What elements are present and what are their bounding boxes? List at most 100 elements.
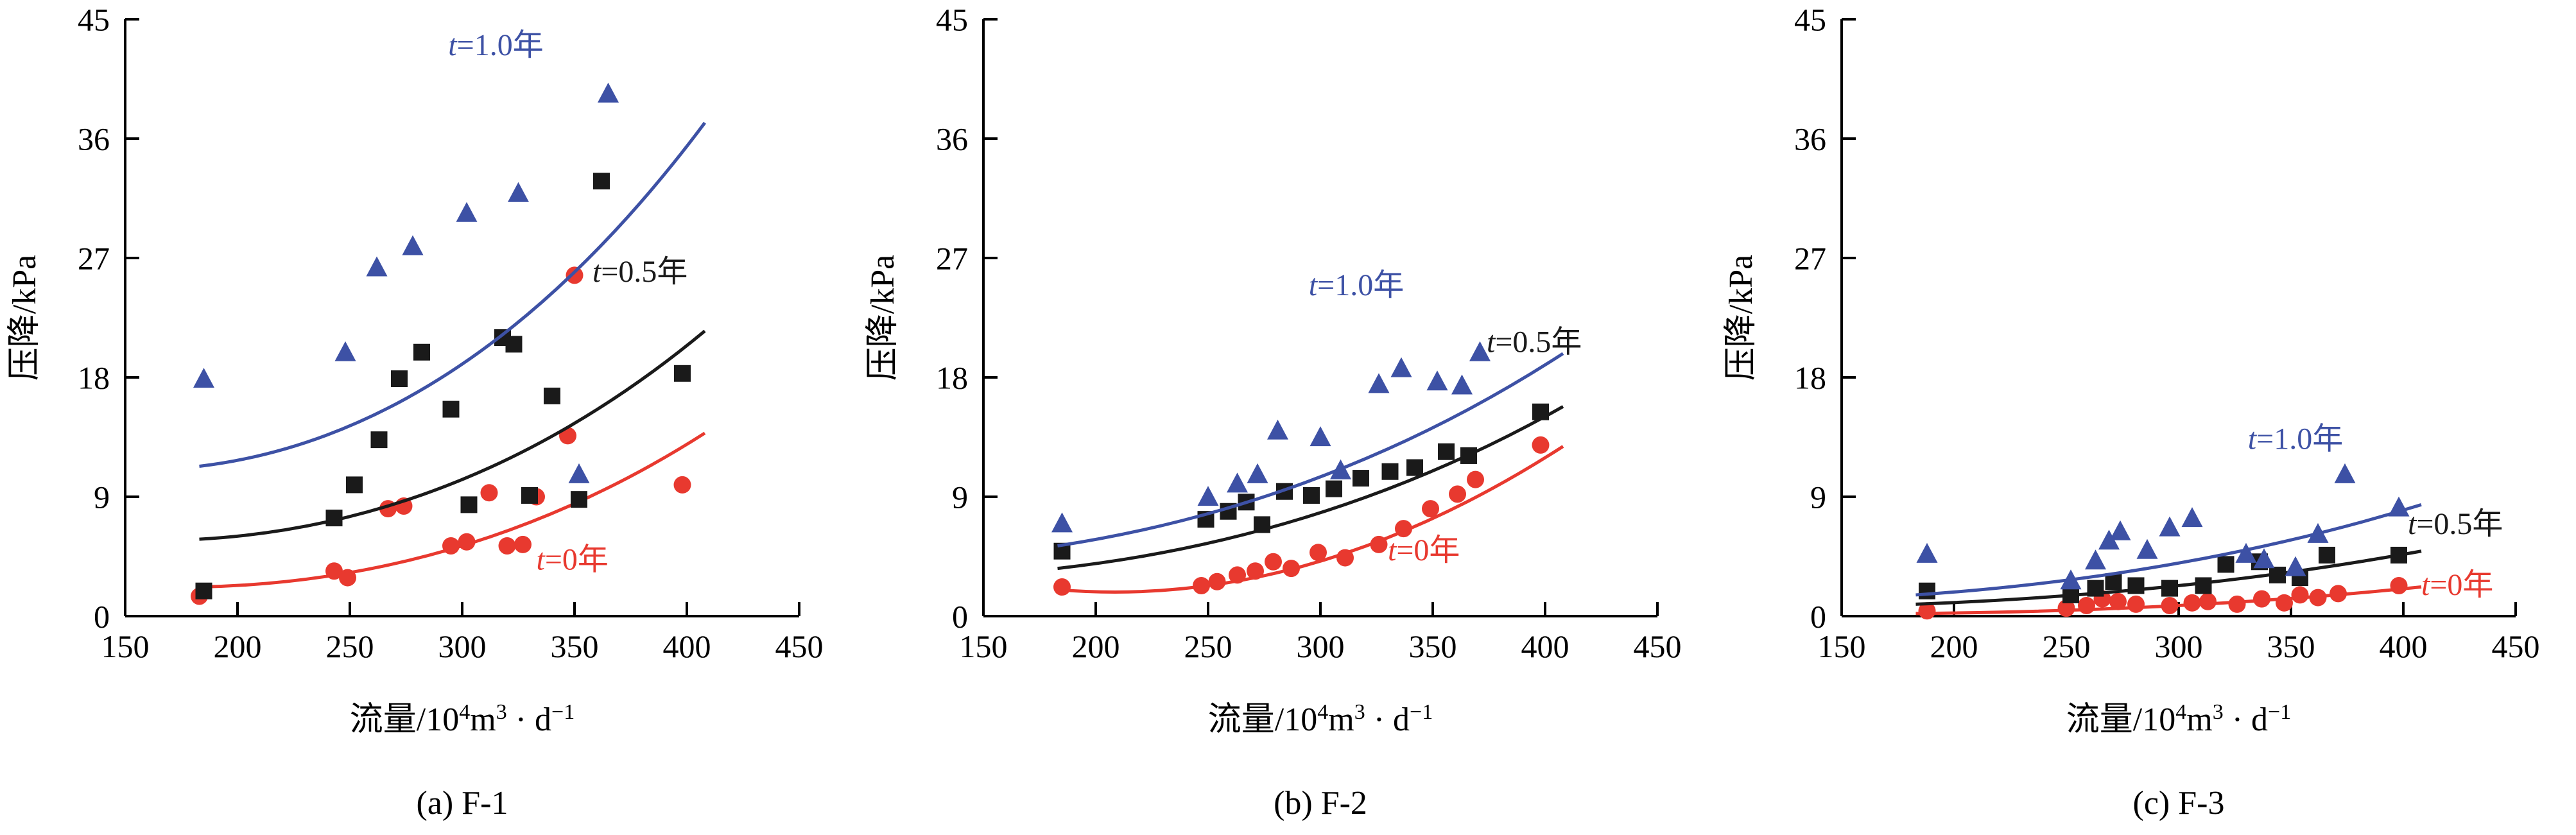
fit-curve-2 — [199, 121, 707, 468]
chart-svg-f1: 150 200 250 300 350 400 450 0 9 18 27 36 45 t=0年 t=0.5… — [6, 2, 824, 822]
data-point-triangle — [508, 182, 529, 202]
data-point-circle — [2291, 586, 2309, 604]
data-point-triangle — [2085, 549, 2106, 570]
x-axis-label: 流量/104m3 · d−1 — [2066, 700, 2291, 738]
data-point-triangle — [1267, 419, 1288, 440]
chart-svg-f3: 150 200 250 300 350 400 450 0 9 18 27 36 45 t=0年 t=0.5… — [1723, 2, 2540, 822]
data-point-triangle — [2388, 496, 2410, 517]
y-tick-label: 18 — [936, 360, 968, 396]
panel-caption: (b) F-2 — [1274, 785, 1367, 822]
fit-curve-1 — [1915, 549, 2422, 606]
data-point-square — [1532, 403, 1549, 420]
data-point-triangle — [1330, 459, 1351, 479]
data-point-circle — [1193, 576, 1210, 594]
data-point-circle — [2161, 596, 2179, 614]
data-point-square — [1438, 443, 1455, 460]
x-tick-label: 250 — [1184, 628, 1232, 664]
data-point-circle — [2228, 595, 2246, 613]
data-point-circle — [566, 266, 583, 284]
data-point-square — [460, 496, 478, 513]
data-point-triangle — [2285, 556, 2306, 576]
data-point-square — [2269, 566, 2286, 583]
data-point-square — [1303, 486, 1320, 504]
data-point-circle — [339, 569, 356, 587]
x-tick-label: 400 — [2380, 628, 2428, 664]
data-point-circle — [1208, 572, 1226, 590]
data-point-circle — [1449, 485, 1466, 503]
data-point-triangle — [2109, 520, 2131, 540]
data-point-square — [593, 173, 610, 190]
data-point-triangle — [598, 82, 619, 103]
fit-curve-0 — [1057, 445, 1564, 594]
x-tick-label: 300 — [2155, 628, 2203, 664]
data-point-circle — [2253, 590, 2270, 608]
data-point-circle — [1336, 549, 1354, 567]
panel-caption: (a) F-1 — [417, 785, 508, 822]
data-point-triangle — [1916, 542, 1938, 563]
panel-caption: (c) F-3 — [2133, 785, 2225, 822]
data-point-triangle — [193, 368, 214, 388]
data-point-triangle — [2098, 529, 2120, 550]
y-tick-label: 0 — [1810, 599, 1826, 635]
x-tick-label: 400 — [1521, 628, 1569, 664]
series-label-1: t=0.5年 — [1487, 325, 1582, 359]
data-point-square — [1381, 463, 1399, 480]
data-point-triangle — [1197, 486, 1219, 506]
fit-curve-0 — [1915, 585, 2422, 615]
data-point-triangle — [366, 256, 388, 277]
data-point-circle — [1532, 436, 1550, 454]
data-point-square — [2319, 546, 2335, 564]
data-point-circle — [1247, 562, 1264, 580]
y-axis-label: 压降/kPa — [865, 255, 901, 381]
y-tick-label: 0 — [952, 599, 968, 635]
data-point-circle — [1053, 578, 1071, 596]
series-label-2: t=1.0年 — [448, 28, 543, 62]
x-tick-label: 300 — [438, 628, 487, 664]
fit-curve-0 — [199, 431, 706, 589]
series-label-1: t=0.5年 — [2408, 507, 2503, 541]
data-point-circle — [2309, 589, 2327, 607]
x-tick-label: 350 — [551, 628, 599, 664]
data-point-circle — [2078, 596, 2095, 614]
y-tick-label: 18 — [1794, 360, 1826, 396]
data-point-square — [1406, 459, 1423, 476]
y-axis-label: 压降/kPa — [1723, 255, 1759, 381]
data-point-circle — [2199, 592, 2217, 610]
data-point-triangle — [1426, 370, 1448, 391]
series-label-0: t=0年 — [2421, 568, 2493, 602]
fit-curve-2 — [1057, 352, 1564, 547]
data-point-triangle — [2307, 522, 2329, 543]
data-point-square — [2127, 577, 2145, 594]
data-point-triangle — [1247, 463, 1268, 483]
data-point-triangle — [568, 463, 590, 483]
data-point-square — [2390, 546, 2407, 564]
data-point-square — [391, 370, 408, 388]
x-tick-label: 450 — [775, 628, 824, 664]
data-point-triangle — [2159, 516, 2181, 537]
x-tick-label: 350 — [2267, 628, 2315, 664]
x-tick-label: 150 — [101, 628, 150, 664]
data-point-circle — [325, 562, 343, 580]
data-point-triangle — [1390, 357, 1412, 377]
data-point-circle — [1918, 602, 1936, 620]
data-point-triangle — [2060, 569, 2082, 590]
data-point-square — [1919, 582, 1935, 599]
data-point-square — [1326, 480, 1342, 497]
y-axis-label: 压降/kPa — [6, 255, 43, 381]
data-point-circle — [2390, 576, 2408, 594]
y-tick-label: 27 — [936, 241, 968, 277]
data-point-triangle — [1368, 373, 1390, 393]
data-point-circle — [2330, 585, 2347, 603]
data-point-square — [1460, 447, 1477, 464]
data-point-triangle — [1227, 472, 1248, 493]
data-point-triangle — [334, 341, 356, 361]
x-tick-label: 250 — [2043, 628, 2091, 664]
y-tick-label: 45 — [936, 2, 968, 38]
x-axis-label: 流量/104m3 · d−1 — [1208, 700, 1433, 738]
data-point-square — [505, 336, 523, 353]
x-tick-label: 150 — [960, 628, 1008, 664]
y-tick-label: 36 — [78, 121, 110, 157]
data-point-square — [521, 486, 538, 504]
y-tick-label: 9 — [952, 479, 968, 515]
data-point-triangle — [1310, 426, 1331, 447]
